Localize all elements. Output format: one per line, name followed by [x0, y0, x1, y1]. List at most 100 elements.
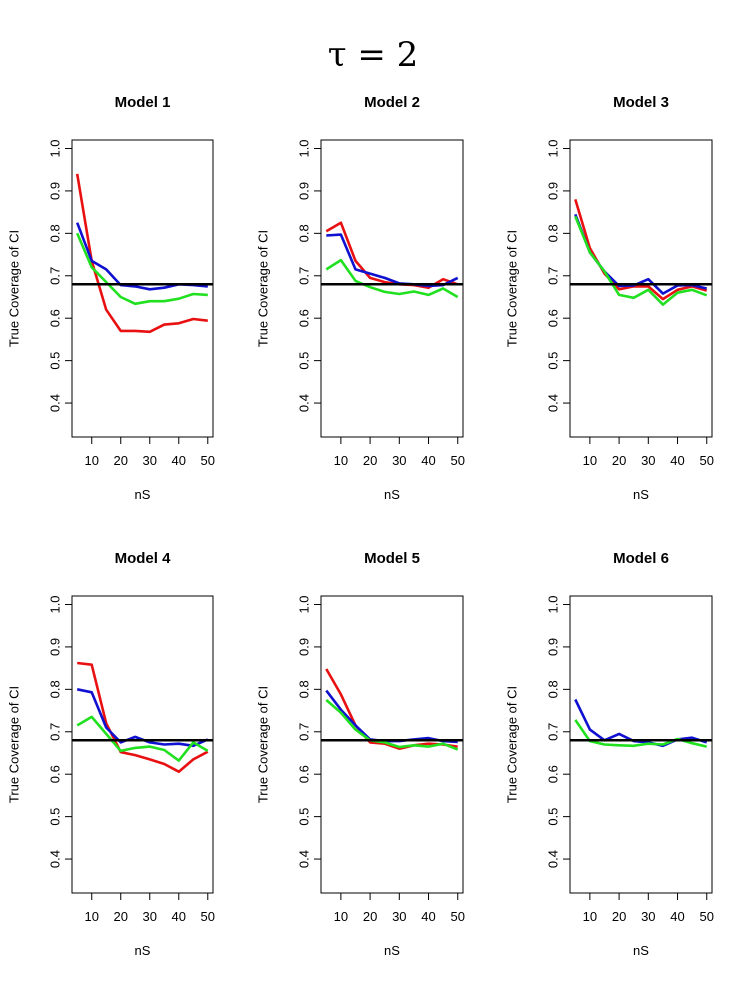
panel-title: Model 1: [115, 94, 171, 111]
panel-6: Model 6 0.4 0.5 0.6 0.7 0.8 0.9 1.0 True Coverag…: [505, 550, 714, 958]
panel-3: Model 3 0.4 0.5 0.6 0.7 0.8 0.9 1.0 True Coverag…: [505, 94, 714, 502]
y-tick-label: 0.4: [297, 850, 312, 868]
y-tick-label: 1.0: [297, 595, 312, 613]
y-tick-label: 0.5: [546, 352, 561, 370]
x-tick-label: 20: [612, 453, 626, 468]
series-line-1: [574, 698, 708, 748]
y-axis: 0.4 0.5 0.6 0.7 0.8 0.9 1.0: [297, 139, 321, 412]
panels: Model 1 0.4 0.5 0.6 0.7 0.8 0.9 1.0 True Coverag…: [7, 94, 714, 958]
panel-4: Model 4 0.4 0.5 0.6 0.7 0.8 0.9 1.0 True Coverag…: [7, 550, 216, 958]
x-tick-label: 50: [700, 909, 714, 924]
panel-title: Model 2: [364, 94, 420, 111]
x-tick-label: 40: [172, 909, 186, 924]
x-axis-label: nS: [384, 487, 400, 502]
y-tick-label: 0.8: [297, 224, 312, 242]
y-tick-label: 0.9: [297, 638, 312, 656]
x-tick-label: 30: [392, 909, 406, 924]
series-line-3: [325, 258, 459, 299]
y-axis-label: True Coverage of CI: [505, 230, 520, 347]
x-tick-label: 30: [641, 453, 655, 468]
x-axis-label: nS: [633, 943, 649, 958]
panel-5: Model 5 0.4 0.5 0.6 0.7 0.8 0.9 1.0 True Coverag…: [256, 550, 465, 958]
x-tick-label: 50: [700, 453, 714, 468]
plot-frame: [569, 139, 713, 438]
y-axis: 0.4 0.5 0.6 0.7 0.8 0.9 1.0: [546, 139, 570, 412]
y-tick-label: 0.4: [297, 394, 312, 412]
y-tick-label: 0.7: [297, 267, 312, 285]
x-tick-label: 40: [421, 909, 435, 924]
y-tick-label: 0.8: [546, 224, 561, 242]
y-tick-label: 0.5: [297, 352, 312, 370]
series-line-3: [76, 232, 208, 306]
series-line-3: [325, 699, 459, 751]
y-tick-label: 0.4: [48, 394, 63, 412]
series-line-1: [325, 221, 459, 290]
y-axis-label: True Coverage of CI: [505, 686, 520, 803]
panel-title: Model 3: [613, 94, 669, 111]
x-tick-label: 20: [114, 909, 128, 924]
y-tick-label: 0.4: [546, 394, 561, 412]
x-tick-label: 20: [612, 909, 626, 924]
x-axis: 10 20 30 40 50: [84, 437, 215, 468]
series-line-2: [76, 688, 209, 748]
x-axis: 10 20 30 40 50: [334, 893, 465, 924]
x-tick-label: 10: [334, 453, 348, 468]
x-tick-label: 10: [583, 453, 597, 468]
y-tick-label: 0.8: [546, 680, 561, 698]
series-line-3: [76, 715, 209, 762]
y-tick-label: 0.6: [48, 765, 63, 783]
plot-frame: [320, 595, 464, 894]
y-tick-label: 0.7: [297, 723, 312, 741]
plot-frame: [71, 139, 214, 438]
plot-frame: [569, 595, 713, 894]
x-tick-label: 40: [670, 453, 684, 468]
y-tick-label: 0.8: [48, 680, 63, 698]
y-tick-label: 0.6: [297, 309, 312, 327]
panel-title: Model 6: [613, 550, 669, 567]
x-tick-label: 20: [363, 909, 377, 924]
y-tick-label: 0.7: [546, 723, 561, 741]
y-tick-label: 0.6: [297, 765, 312, 783]
x-tick-label: 50: [201, 453, 215, 468]
y-tick-label: 1.0: [48, 139, 63, 157]
x-tick-label: 10: [334, 909, 348, 924]
y-tick-label: 0.9: [48, 182, 63, 200]
series-line-1: [75, 173, 208, 334]
y-tick-label: 0.9: [297, 182, 312, 200]
panel-title: Model 4: [115, 550, 171, 567]
series-line-1: [77, 661, 209, 774]
series-line-2: [326, 233, 459, 288]
y-axis: 0.4 0.5 0.6 0.7 0.8 0.9 1.0: [297, 595, 321, 868]
y-tick-label: 0.6: [546, 309, 561, 327]
panel-1: Model 1 0.4 0.5 0.6 0.7 0.8 0.9 1.0 True Coverag…: [7, 94, 216, 502]
x-tick-label: 10: [583, 909, 597, 924]
y-axis: 0.4 0.5 0.6 0.7 0.8 0.9 1.0: [48, 595, 72, 868]
x-axis-label: nS: [135, 943, 151, 958]
y-tick-label: 0.9: [48, 638, 63, 656]
x-axis: 10 20 30 40 50: [583, 437, 714, 468]
x-tick-label: 20: [114, 453, 128, 468]
x-axis-label: nS: [384, 943, 400, 958]
y-tick-label: 0.6: [546, 765, 561, 783]
y-axis-label: True Coverage of CI: [256, 230, 271, 347]
x-tick-label: 50: [451, 453, 465, 468]
y-tick-label: 1.0: [546, 595, 561, 613]
y-tick-label: 0.5: [297, 808, 312, 826]
x-axis-label: nS: [135, 487, 151, 502]
y-tick-label: 0.8: [48, 224, 63, 242]
x-axis: 10 20 30 40 50: [583, 893, 714, 924]
y-tick-label: 0.4: [546, 850, 561, 868]
x-tick-label: 10: [84, 453, 98, 468]
x-tick-label: 10: [84, 909, 98, 924]
panel-2: Model 2 0.4 0.5 0.6 0.7 0.8 0.9 1.0 True Coverag…: [256, 94, 465, 502]
plot-frame: [71, 595, 214, 894]
x-axis-label: nS: [633, 487, 649, 502]
x-tick-label: 40: [670, 909, 684, 924]
y-tick-label: 0.6: [48, 309, 63, 327]
series-line-1: [325, 668, 458, 751]
y-tick-label: 0.5: [48, 808, 63, 826]
y-tick-label: 0.5: [48, 352, 63, 370]
x-tick-label: 30: [641, 909, 655, 924]
y-tick-label: 0.4: [48, 850, 63, 868]
